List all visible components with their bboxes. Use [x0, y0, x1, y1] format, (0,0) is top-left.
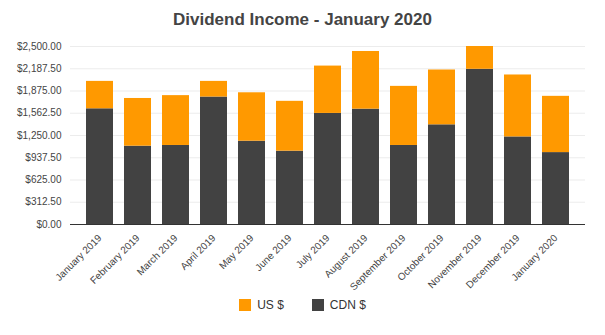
svg-text:$1,250.00: $1,250.00	[17, 130, 62, 141]
svg-text:$312.50: $312.50	[25, 196, 62, 207]
svg-text:$937.50: $937.50	[25, 152, 62, 163]
html-text:Dividend Income - January 2020: Dividend Income - January 2020	[173, 10, 432, 29]
svg-text:November 2019: November 2019	[425, 232, 484, 291]
html-text:CDN $: CDN $	[329, 298, 366, 312]
svg-text:April 2019: April 2019	[178, 232, 218, 272]
svg-text:June 2019: June 2019	[253, 232, 294, 273]
svg-text:January 2019: January 2019	[53, 232, 104, 283]
svg-text:January 2020: January 2020	[509, 232, 560, 283]
svg-text:$2,187.50: $2,187.50	[17, 63, 62, 74]
svg-text:$1,875.00: $1,875.00	[17, 85, 62, 96]
html-text:US $: US $	[257, 298, 284, 312]
svg-text:May 2019: May 2019	[217, 232, 256, 271]
svg-text:$2,500.00: $2,500.00	[17, 41, 62, 52]
svg-text:October 2019: October 2019	[395, 232, 446, 283]
svg-text:$0.00: $0.00	[36, 219, 61, 230]
svg-text:December 2019: December 2019	[464, 232, 522, 290]
svg-text:$625.00: $625.00	[25, 174, 62, 185]
svg-text:$1,562.50: $1,562.50	[17, 107, 62, 118]
svg-text:September 2019: September 2019	[348, 232, 408, 292]
svg-text:March 2019: March 2019	[135, 232, 180, 277]
svg-text:July 2019: July 2019	[294, 232, 332, 270]
svg-text:February 2019: February 2019	[88, 232, 142, 286]
svg-text:August 2019: August 2019	[322, 232, 370, 280]
